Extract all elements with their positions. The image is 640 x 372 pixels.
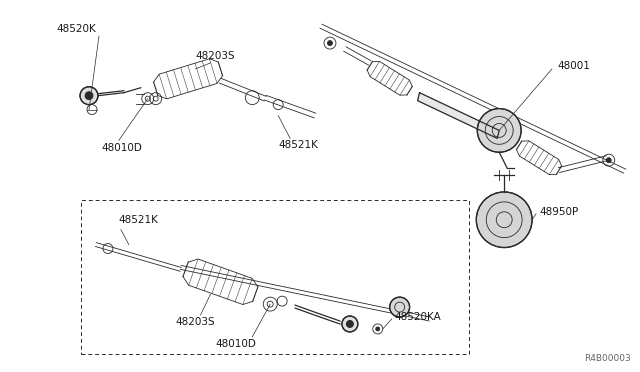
Text: 48520K: 48520K — [56, 24, 96, 34]
Text: 48203S: 48203S — [196, 51, 235, 61]
Circle shape — [80, 87, 98, 105]
Circle shape — [328, 41, 332, 45]
Circle shape — [476, 192, 532, 247]
Circle shape — [346, 321, 353, 327]
Text: R4B00003: R4B00003 — [584, 354, 630, 363]
Text: 48520KA: 48520KA — [395, 312, 442, 322]
Text: 48010D: 48010D — [101, 143, 142, 153]
Circle shape — [85, 92, 93, 100]
Text: 48521K: 48521K — [119, 215, 159, 225]
Circle shape — [477, 109, 521, 152]
Text: 48010D: 48010D — [216, 339, 257, 349]
Circle shape — [342, 316, 358, 332]
Text: 48001: 48001 — [557, 61, 590, 71]
Text: 48203S: 48203S — [175, 317, 215, 327]
Polygon shape — [417, 93, 499, 138]
Circle shape — [376, 327, 380, 331]
Circle shape — [390, 297, 410, 317]
Text: 48950P: 48950P — [539, 207, 579, 217]
Text: 48521K: 48521K — [278, 140, 318, 150]
Circle shape — [606, 158, 611, 163]
